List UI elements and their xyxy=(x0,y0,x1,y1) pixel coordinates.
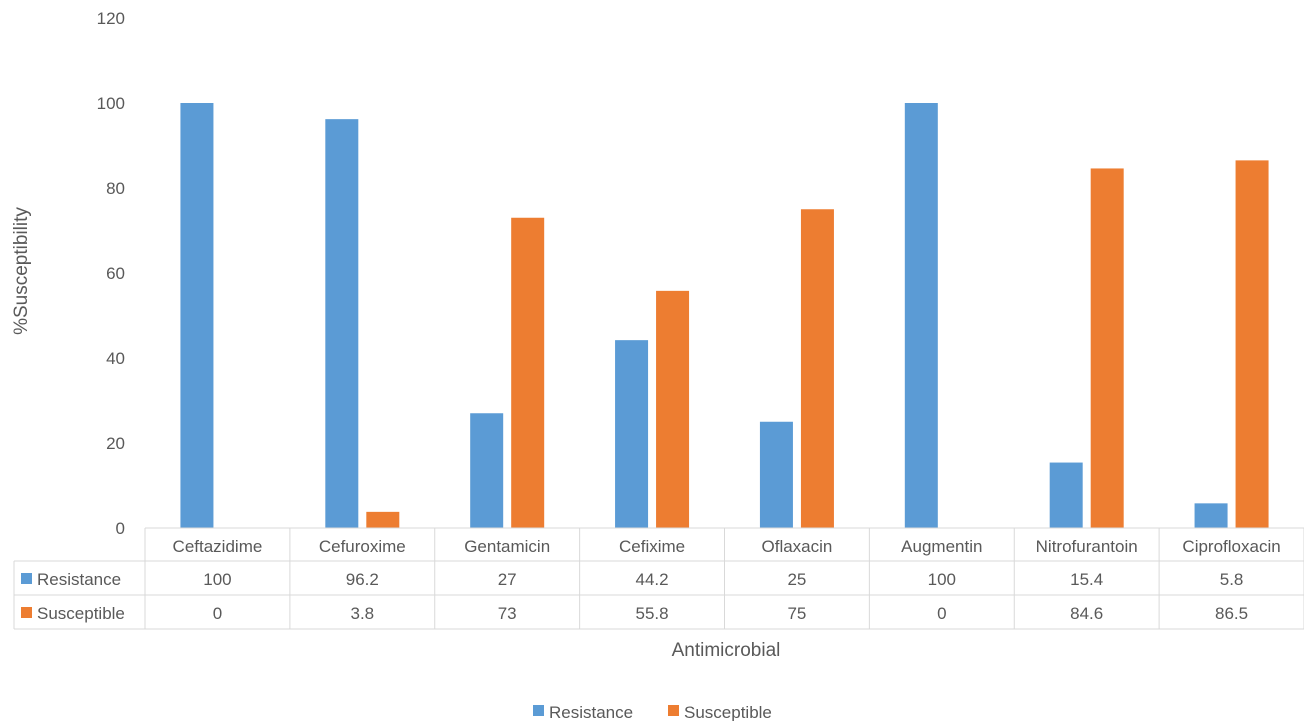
data-label: 5.8 xyxy=(1220,570,1244,589)
data-label: 100 xyxy=(203,570,231,589)
bar-susceptible-cefuroxime xyxy=(366,511,400,528)
bar-resistance-cefixime xyxy=(615,340,649,528)
category-label: Augmentin xyxy=(901,537,982,556)
data-label: 27 xyxy=(498,570,517,589)
y-tick-label: 0 xyxy=(116,519,125,538)
y-axis-title: %Susceptibility xyxy=(11,207,32,335)
legend-key-resistance xyxy=(533,705,544,716)
bars xyxy=(180,103,1269,529)
table-legend-key-susceptible xyxy=(21,607,32,618)
bar-resistance-nitrofurantoin xyxy=(1049,462,1083,528)
data-table-grid xyxy=(13,527,1304,630)
category-label: Ciprofloxacin xyxy=(1182,537,1280,556)
y-tick-label: 20 xyxy=(106,434,125,453)
category-label: Ceftazidime xyxy=(173,537,263,556)
bar-resistance-oflaxacin xyxy=(759,421,793,528)
table-row-label: Susceptible xyxy=(37,604,125,623)
legend-label-susceptible: Susceptible xyxy=(684,703,772,721)
bar-resistance-ceftazidime xyxy=(180,103,214,528)
legend-label-resistance: Resistance xyxy=(549,703,633,721)
data-table: Ceftazidime Cefuroxime Gentamicin Cefixime O… xyxy=(21,537,1281,623)
y-tick-label: 60 xyxy=(106,264,125,283)
category-label: Cefuroxime xyxy=(319,537,406,556)
data-label: 55.8 xyxy=(636,604,669,623)
category-label: Oflaxacin xyxy=(762,537,833,556)
data-label: 100 xyxy=(928,570,956,589)
category-label: Gentamicin xyxy=(464,537,550,556)
data-label: 96.2 xyxy=(346,570,379,589)
data-label: 0 xyxy=(937,604,946,623)
data-label: 86.5 xyxy=(1215,604,1248,623)
category-label: Nitrofurantoin xyxy=(1036,537,1138,556)
data-label: 0 xyxy=(213,604,222,623)
bar-susceptible-nitrofurantoin xyxy=(1090,168,1124,528)
bar-resistance-augmentin xyxy=(904,103,938,528)
bar-resistance-cefuroxime xyxy=(325,119,359,529)
data-label: 73 xyxy=(498,604,517,623)
data-label: 84.6 xyxy=(1070,604,1103,623)
bar-resistance-ciprofloxacin xyxy=(1194,503,1228,528)
legend: Resistance Susceptible xyxy=(533,703,772,721)
bar-resistance-gentamicin xyxy=(470,413,504,528)
data-label: 75 xyxy=(787,604,806,623)
bar-susceptible-ciprofloxacin xyxy=(1235,160,1269,528)
data-label: 44.2 xyxy=(636,570,669,589)
data-label: 15.4 xyxy=(1070,570,1103,589)
category-label: Cefixime xyxy=(619,537,685,556)
data-label: 25 xyxy=(787,570,806,589)
x-axis-title: Antimicrobial xyxy=(672,640,781,661)
y-tick-label: 80 xyxy=(106,179,125,198)
table-row-label: Resistance xyxy=(37,570,121,589)
bar-susceptible-gentamicin xyxy=(511,217,545,528)
data-label: 3.8 xyxy=(350,604,374,623)
bar-susceptible-cefixime xyxy=(656,290,690,528)
y-tick-label: 100 xyxy=(97,94,125,113)
legend-key-susceptible xyxy=(668,705,679,716)
y-axis-ticks: 0 20 40 60 80 100 120 xyxy=(97,9,125,538)
bar-susceptible-oflaxacin xyxy=(800,209,834,528)
y-tick-label: 120 xyxy=(97,9,125,28)
table-legend-key-resistance xyxy=(21,573,32,584)
y-tick-label: 40 xyxy=(106,349,125,368)
